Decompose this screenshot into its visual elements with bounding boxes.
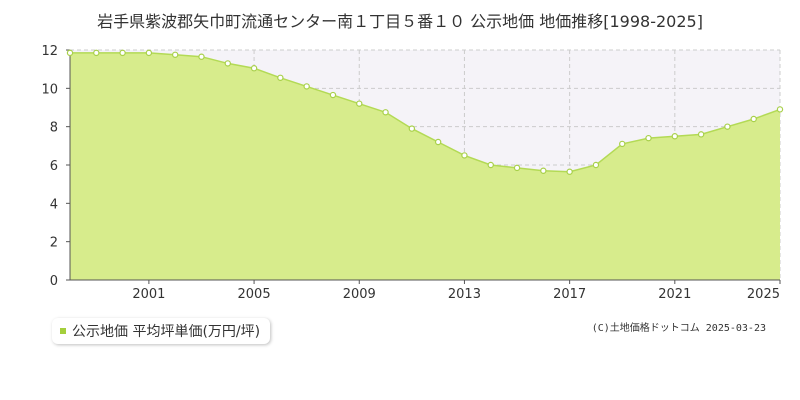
x-tick-label: 2017 [553, 287, 586, 300]
x-tick-label: 2001 [132, 287, 165, 300]
data-point [697, 131, 705, 138]
data-point [119, 49, 126, 57]
data-point [408, 125, 416, 132]
legend-swatch [60, 328, 66, 334]
data-point [382, 109, 389, 116]
data-point [750, 115, 757, 123]
data-point [619, 140, 626, 148]
data-point [250, 65, 258, 72]
data-point [645, 134, 652, 142]
x-tick-label: 2025 [747, 287, 780, 300]
data-point [461, 152, 468, 159]
y-axis-ticks: 0 2 4 6 8 10 12 [41, 44, 70, 289]
y-tick-label: 4 [50, 197, 58, 212]
data-point [224, 60, 231, 67]
data-point [513, 164, 521, 172]
y-tick-label: 12 [41, 44, 58, 59]
legend-label: 公示地価 平均坪単価(万円/坪) [72, 324, 261, 340]
y-tick-label: 2 [50, 236, 58, 251]
copyright-credit: (C)土地価格ドットコム 2025-03-23 [591, 323, 766, 334]
data-point [592, 161, 600, 169]
y-tick-label: 10 [41, 82, 58, 97]
data-point [434, 138, 442, 146]
x-tick-label: 2021 [658, 287, 691, 300]
y-tick-label: 6 [50, 159, 58, 174]
data-point [566, 168, 573, 175]
data-point [329, 91, 337, 99]
data-point [66, 49, 74, 57]
x-tick-label: 2013 [448, 287, 481, 300]
data-point [671, 133, 679, 140]
chart-title: 岩手県紫波郡矢巾町流通センター南１丁目５番１０ 公示地価 地価推移[1998-2… [97, 12, 703, 31]
data-point [540, 167, 547, 174]
y-tick-label: 8 [50, 121, 58, 136]
x-tick-label: 2009 [343, 287, 376, 300]
y-tick-label: 0 [50, 274, 58, 289]
legend: 公示地価 平均坪単価(万円/坪) [52, 318, 271, 344]
data-point [724, 123, 731, 130]
data-points [66, 49, 784, 175]
data-point [93, 49, 100, 57]
data-point [198, 53, 205, 60]
data-point [145, 49, 153, 57]
series-area-fill [70, 52, 780, 280]
data-point [171, 51, 179, 58]
series-line [70, 52, 781, 173]
data-point [277, 74, 284, 81]
land-price-area-chart: 0 2 4 6 8 10 12 2001 2005 2009 2013 2017 2021 2025 [41, 44, 784, 300]
data-point [303, 83, 310, 90]
x-axis-ticks: 2001 2005 2009 2013 2017 2021 2025 [132, 280, 781, 300]
data-point [356, 100, 363, 107]
x-tick-label: 2005 [238, 287, 271, 300]
data-point [776, 106, 784, 113]
data-point [487, 161, 494, 169]
